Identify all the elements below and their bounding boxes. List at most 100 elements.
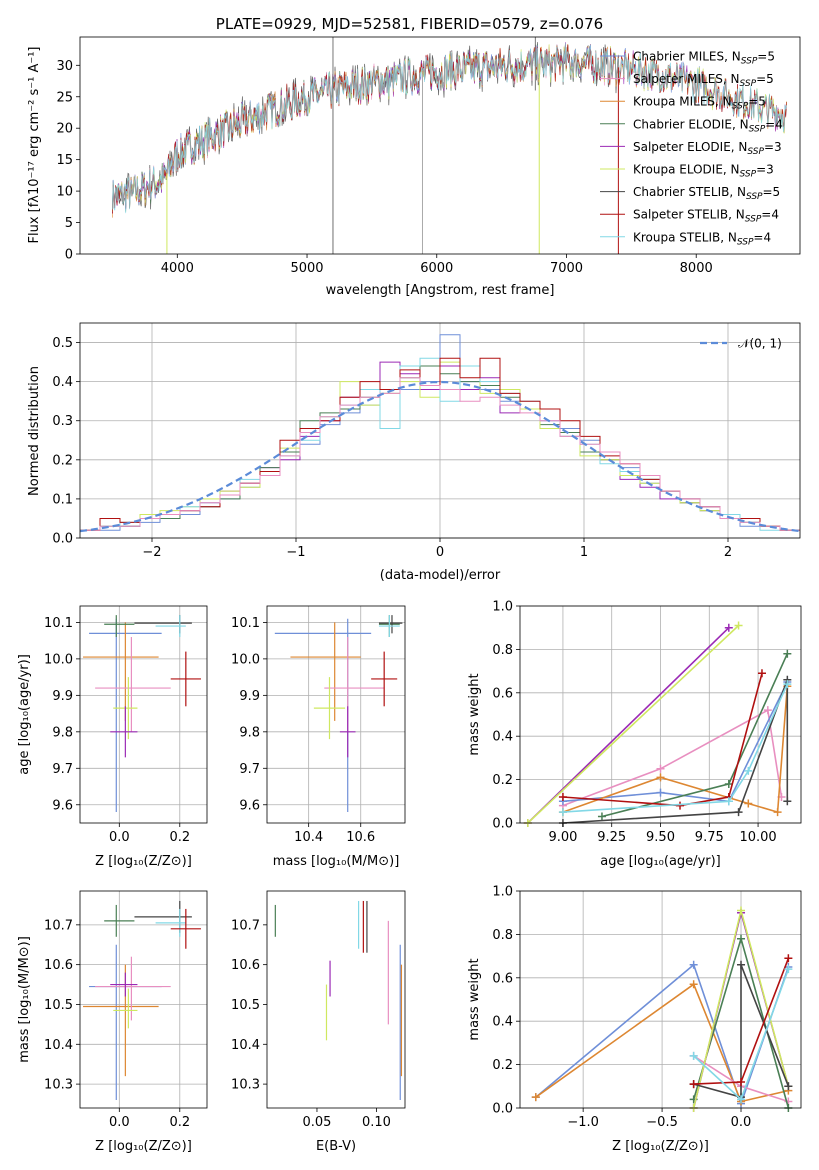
x-axis-label: Z [log₁₀(Z/Z⊙)] xyxy=(612,1139,709,1154)
x-tick-label: 9.75 xyxy=(695,830,724,845)
weight-marker xyxy=(737,1077,746,1086)
x-axis-label: (data-model)/error xyxy=(380,568,501,583)
weight-line-salpeter-stelib xyxy=(562,673,763,807)
plot-area xyxy=(83,615,201,813)
y-tick-label: 10.3 xyxy=(231,1078,260,1093)
y-axis-label: mass [log₁₀(M/M⊙)] xyxy=(17,936,32,1063)
x-tick-label: −1.0 xyxy=(567,1115,599,1130)
weight-line-chabrier-stelib xyxy=(562,679,789,824)
axes-frame xyxy=(519,890,802,1109)
chart-title: PLATE=0929, MJD=52581, FIBERID=0579, z=0… xyxy=(216,15,603,33)
normal-curve xyxy=(79,380,801,533)
y-tick-label: 0.6 xyxy=(492,686,513,701)
y-tick-label: 9.8 xyxy=(52,725,73,740)
x-tick-label: 9.25 xyxy=(597,830,626,845)
y-tick-label: 9.6 xyxy=(239,798,260,813)
weight-marker xyxy=(656,773,665,782)
y-tick-label: 9.8 xyxy=(239,725,260,740)
y-tick-label: 10.7 xyxy=(44,918,73,933)
x-tick-label: 10.00 xyxy=(739,830,776,845)
x-tick-label: 0.0 xyxy=(109,830,130,845)
y-tick-label: 30 xyxy=(56,59,73,74)
y-tick-label: 0.0 xyxy=(52,532,73,547)
spectrum-line-salpeter-miles xyxy=(112,44,619,214)
weight-marker xyxy=(737,960,746,969)
weight-marker xyxy=(597,812,606,821)
y-axis-label: mass weight xyxy=(467,958,482,1040)
weight-marker xyxy=(757,669,766,678)
y-tick-label: 10.7 xyxy=(231,918,260,933)
weight-marker xyxy=(656,764,665,773)
legend-label: Chabrier STELIB, NSSP=5 xyxy=(633,185,780,202)
weight-marker xyxy=(783,680,792,689)
panel-age_vs_mass: 10.4 10.6 9.6 9.7 9.8 9.9 10.0 10.1 xyxy=(231,605,406,845)
y-tick-label: 10.0 xyxy=(231,652,260,667)
plot-area xyxy=(83,900,201,1101)
y-tick-label: 10.0 xyxy=(44,652,73,667)
legend-label: Kroupa MILES, NSSP=5 xyxy=(633,95,766,112)
plot-area xyxy=(112,37,787,254)
x-tick-label: 0.0 xyxy=(109,1115,130,1130)
legend-label: Kroupa STELIB, NSSP=4 xyxy=(633,230,771,247)
x-tick-label: −0.5 xyxy=(646,1115,678,1130)
y-tick-label: 0.2 xyxy=(52,453,73,468)
y-tick-label: 1.0 xyxy=(492,885,513,900)
weight-line-kroupa-stelib xyxy=(562,683,789,813)
weight-line-kroupa-elodie xyxy=(527,624,740,824)
axes-frame xyxy=(79,322,801,539)
axes-frame xyxy=(79,36,801,255)
x-tick-label: −2 xyxy=(142,545,161,560)
x-axis-label: Z [log₁₀(Z/Z⊙)] xyxy=(95,854,192,869)
axes-frame xyxy=(266,605,406,824)
x-tick-label: 10.4 xyxy=(294,830,323,845)
panel-mass_vs_Z: 0.0 0.2 10.3 10.4 10.5 10.6 10.7 xyxy=(44,890,208,1130)
y-tick-label: 0.0 xyxy=(492,817,513,832)
y-tick-label: 10 xyxy=(56,185,73,200)
legend-label: 𝒩(0, 1) xyxy=(738,337,782,351)
weight-marker xyxy=(689,1080,698,1089)
y-tick-label: 0.4 xyxy=(492,1015,513,1030)
y-axis-label: mass weight xyxy=(467,673,482,755)
plot-area xyxy=(274,615,403,813)
y-tick-label: 10.6 xyxy=(44,958,73,973)
panel-weight_vs_age: 9.00 9.25 9.50 9.75 10.00 0.0 0.2 0.4 0.6 0.8 1.0 xyxy=(492,600,802,845)
x-axis-label: age [log₁₀(age/yr)] xyxy=(600,854,721,869)
spectrum-line-chabrier-elodie xyxy=(112,44,619,212)
plot-area xyxy=(79,334,801,533)
y-axis-label: Normed distribution xyxy=(27,366,42,496)
weight-line-chabrier-stelib xyxy=(693,964,790,1099)
legend-label: Salpeter MILES, NSSP=5 xyxy=(633,72,774,89)
y-tick-label: 10.1 xyxy=(44,616,73,631)
legend-label: Chabrier ELODIE, NSSP=4 xyxy=(633,117,783,134)
y-tick-label: 10.6 xyxy=(231,958,260,973)
spectrum-line-chabrier-stelib xyxy=(112,42,619,210)
y-tick-label: 0.2 xyxy=(492,1058,513,1073)
legend: 𝒩(0, 1) xyxy=(700,337,782,351)
x-tick-label: 9.00 xyxy=(548,830,577,845)
y-tick-label: 0.6 xyxy=(492,971,513,986)
weight-line-chabrier-elodie xyxy=(601,653,789,818)
y-axis-label: Flux [fλ10⁻¹⁷ erg cm⁻² s⁻¹ A⁻¹] xyxy=(27,47,42,244)
weight-marker xyxy=(734,621,743,630)
legend: Chabrier MILES, NSSP=5 Salpeter MILES, NS… xyxy=(600,50,783,247)
y-tick-label: 10.4 xyxy=(44,1038,73,1053)
weight-marker xyxy=(744,799,753,808)
x-tick-label: 4000 xyxy=(161,261,194,276)
y-tick-label: 10.4 xyxy=(231,1038,260,1053)
weight-marker xyxy=(689,960,698,969)
axes-frame xyxy=(79,890,208,1109)
plot-area xyxy=(274,900,403,1101)
y-tick-label: 0.8 xyxy=(492,643,513,658)
x-tick-label: 2 xyxy=(724,545,732,560)
axes-frame xyxy=(266,890,406,1109)
x-axis-label: E(B-V) xyxy=(316,1139,356,1154)
y-tick-label: 0.4 xyxy=(492,730,513,745)
y-tick-label: 25 xyxy=(56,90,73,105)
y-tick-label: 0.2 xyxy=(492,773,513,788)
weight-line-salpeter-miles xyxy=(562,708,783,807)
legend-label: Salpeter STELIB, NSSP=4 xyxy=(633,208,779,225)
weight-marker xyxy=(689,980,698,989)
weight-marker xyxy=(656,788,665,797)
weight-marker xyxy=(531,1093,540,1102)
